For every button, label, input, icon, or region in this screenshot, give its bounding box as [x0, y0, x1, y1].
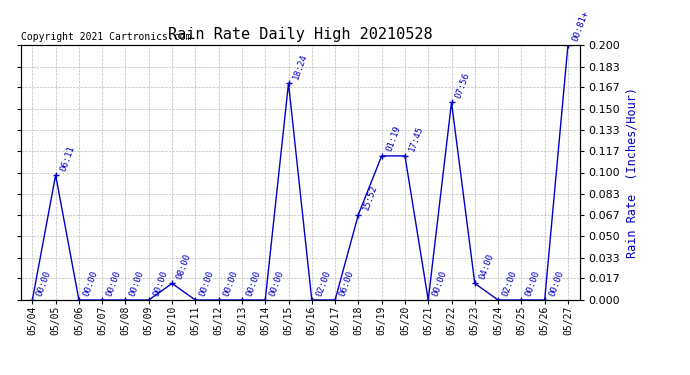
Y-axis label: Rain Rate  (Inches/Hour): Rain Rate (Inches/Hour) [626, 87, 639, 258]
Text: 01:19: 01:19 [384, 125, 402, 153]
Text: 15:52: 15:52 [361, 183, 379, 212]
Text: 06:00: 06:00 [338, 269, 355, 297]
Text: 18:24: 18:24 [291, 52, 309, 81]
Text: 00:81+: 00:81+ [571, 9, 590, 42]
Text: 17:45: 17:45 [408, 125, 425, 153]
Text: 00:00: 00:00 [268, 269, 286, 297]
Text: Copyright 2021 Cartronics.com: Copyright 2021 Cartronics.com [21, 33, 191, 42]
Title: Rain Rate Daily High 20210528: Rain Rate Daily High 20210528 [168, 27, 433, 42]
Text: 02:00: 02:00 [501, 269, 518, 297]
Text: 08:00: 08:00 [175, 252, 193, 280]
Text: 00:00: 00:00 [221, 269, 239, 297]
Text: 00:00: 00:00 [105, 269, 123, 297]
Text: 00:00: 00:00 [81, 269, 99, 297]
Text: 00:00: 00:00 [128, 269, 146, 297]
Text: 00:00: 00:00 [198, 269, 216, 297]
Text: 00:00: 00:00 [152, 269, 169, 297]
Text: 00:00: 00:00 [524, 269, 542, 297]
Text: 00:00: 00:00 [431, 269, 448, 297]
Text: 06:11: 06:11 [59, 144, 76, 172]
Text: 07:56: 07:56 [454, 71, 472, 100]
Text: 00:00: 00:00 [547, 269, 565, 297]
Text: 02:00: 02:00 [315, 269, 332, 297]
Text: 00:00: 00:00 [245, 269, 262, 297]
Text: 04:00: 04:00 [477, 252, 495, 280]
Text: 00:00: 00:00 [35, 269, 52, 297]
